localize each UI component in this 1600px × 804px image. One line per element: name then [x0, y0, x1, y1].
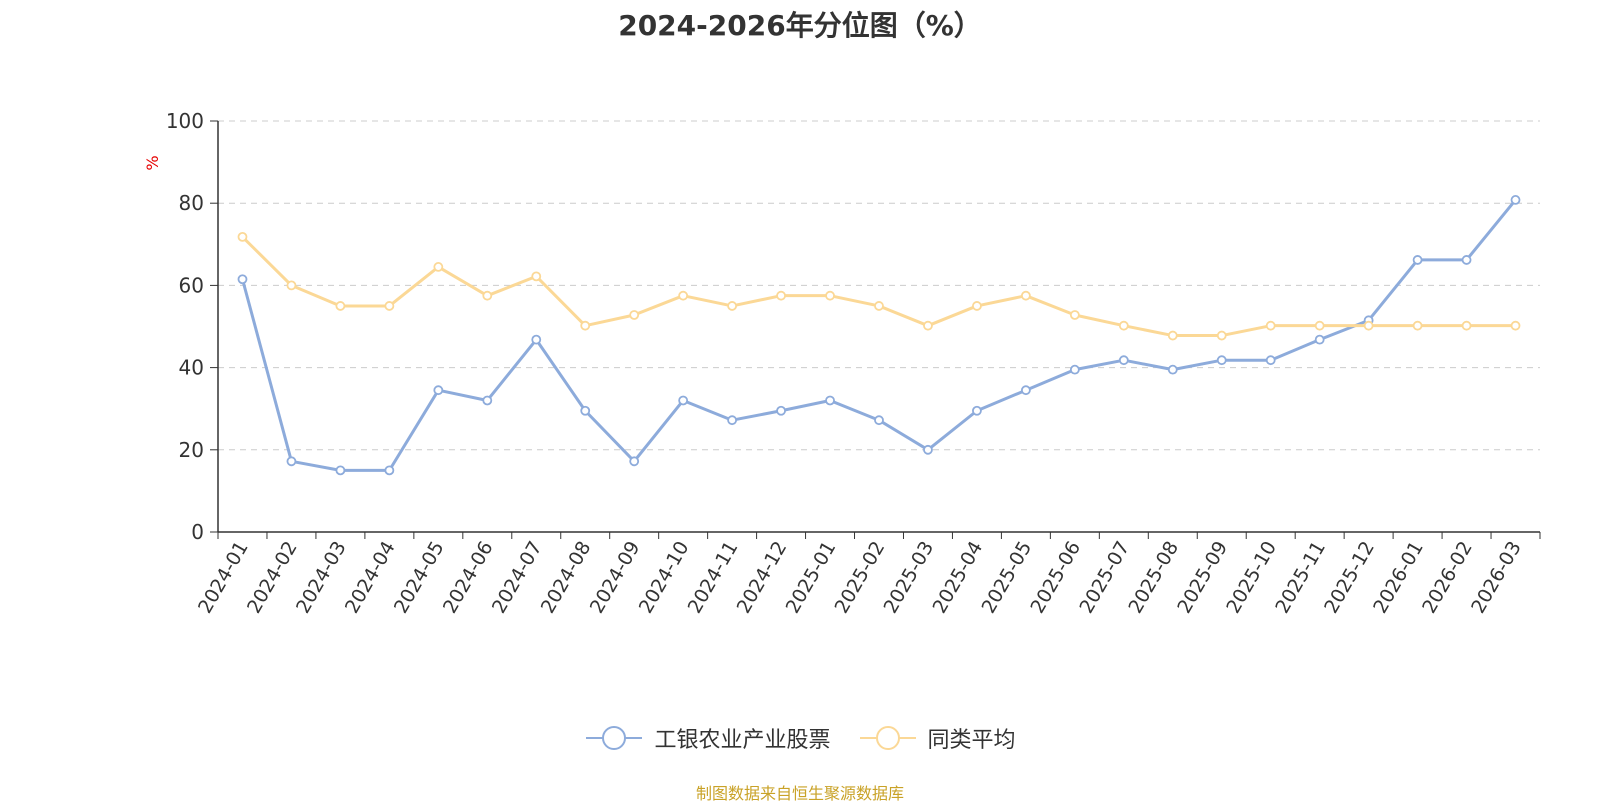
source-note: 制图数据来自恒生聚源数据库 [695, 784, 904, 803]
series-0-point[interactable] [531, 334, 542, 345]
series-1-point[interactable] [629, 310, 640, 320]
series-1-point[interactable] [433, 262, 444, 272]
series-0-point[interactable] [433, 385, 444, 396]
grid-lines [218, 120, 1540, 451]
series-0-point[interactable] [1412, 255, 1423, 265]
y-tick-label: 60 [179, 273, 204, 297]
series-line-1 [241, 235, 1516, 338]
series-0-point[interactable] [335, 465, 346, 476]
series-0-point[interactable] [629, 456, 640, 467]
series-0-point[interactable] [580, 405, 591, 416]
series-1-point[interactable] [1265, 320, 1276, 331]
series-1-point[interactable] [1461, 320, 1472, 331]
series-1-point[interactable] [1363, 320, 1374, 331]
series-0-point[interactable] [384, 465, 395, 476]
series-0-point[interactable] [923, 444, 933, 455]
series-1-point[interactable] [1069, 310, 1080, 320]
series-1-point[interactable] [972, 301, 982, 311]
legend-average-label: 同类平均 [927, 728, 1016, 753]
series-1-point[interactable] [1412, 320, 1423, 331]
series-0-point[interactable] [1314, 334, 1325, 345]
series-1-point[interactable] [678, 290, 689, 301]
series-1-point[interactable] [286, 280, 297, 291]
legend-fund-label: 工银农业产业股票 [654, 728, 831, 753]
series-1-point[interactable] [335, 301, 346, 311]
series-1-point[interactable] [727, 301, 738, 311]
series-0-point[interactable] [237, 274, 248, 285]
legend-item-average[interactable]: 同类平均 [858, 722, 1016, 754]
series-1-point[interactable] [1510, 320, 1521, 331]
series-1-point[interactable] [825, 290, 835, 301]
series-1-point[interactable] [1020, 290, 1031, 301]
series [237, 195, 1521, 476]
series-0-point[interactable] [286, 456, 297, 467]
series-1-point[interactable] [874, 301, 884, 311]
series-1-point[interactable] [1118, 320, 1129, 331]
series-0-point[interactable] [1216, 355, 1227, 366]
axes: 0204060801002024-012024-022024-032024-04… [166, 109, 1541, 617]
series-0-point[interactable] [1069, 364, 1080, 375]
legend-item-fund[interactable]: 工银农业产业股票 [584, 722, 831, 754]
y-tick-label: 40 [179, 356, 204, 380]
series-0-point[interactable] [1510, 195, 1521, 205]
series-1-point[interactable] [237, 232, 248, 242]
legend: 工银农业产业股票 同类平均 [0, 722, 1600, 757]
series-0-point[interactable] [776, 405, 786, 416]
series-1-point[interactable] [776, 290, 786, 301]
series-1-point[interactable] [1167, 330, 1178, 341]
series-0-point[interactable] [1020, 385, 1031, 396]
legend-fund-marker-icon [586, 726, 643, 750]
series-1-point[interactable] [384, 301, 395, 311]
series-1-point[interactable] [482, 290, 493, 301]
series-1-point[interactable] [1216, 330, 1227, 341]
series-0-point[interactable] [972, 405, 982, 416]
legend-average-marker-icon [859, 726, 916, 750]
series-0-point[interactable] [727, 415, 738, 426]
series-line-0 [241, 198, 1517, 472]
series-1-point[interactable] [1314, 320, 1325, 331]
series-0-point[interactable] [482, 395, 493, 406]
series-1-point[interactable] [531, 271, 542, 282]
series-0-point[interactable] [678, 395, 689, 406]
series-0-point[interactable] [1265, 355, 1276, 366]
y-tick-label: 20 [179, 438, 204, 462]
y-tick-label: 80 [179, 191, 204, 215]
series-1-point[interactable] [580, 320, 591, 331]
series-1-point[interactable] [923, 320, 933, 331]
series-0-point[interactable] [1118, 355, 1129, 366]
y-tick-label: 100 [166, 109, 204, 133]
series-0-point[interactable] [874, 415, 884, 426]
chart-title: 2024-2026年分位图（%） [618, 9, 982, 42]
y-tick-label: 0 [191, 520, 204, 544]
series-0-point[interactable] [1461, 255, 1472, 265]
y-axis-unit-label: % [143, 155, 162, 170]
series-0-point[interactable] [825, 395, 835, 406]
series-0-point[interactable] [1167, 364, 1178, 375]
